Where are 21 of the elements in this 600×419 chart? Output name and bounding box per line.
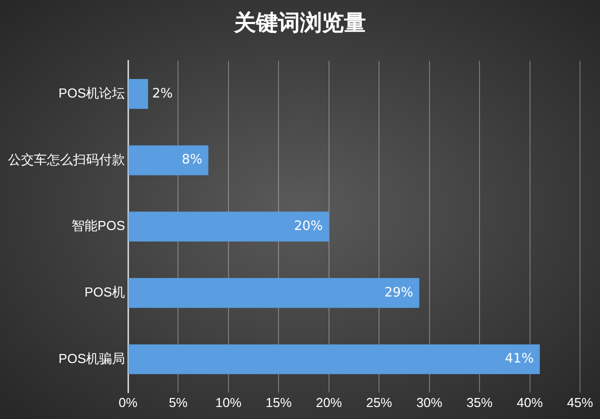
x-tick-label: 45% bbox=[566, 394, 594, 410]
y-tick-label: 公交车怎么扫码付款 bbox=[8, 152, 125, 167]
data-label: 8% bbox=[182, 152, 202, 168]
y-tick-label: POS机论坛 bbox=[58, 86, 125, 101]
x-tick-label: 20% bbox=[316, 394, 342, 410]
x-tick-label: 30% bbox=[416, 394, 443, 410]
x-tick-label: 5% bbox=[168, 394, 188, 410]
x-tick-label: 35% bbox=[466, 394, 493, 410]
data-label: 41% bbox=[504, 352, 534, 367]
x-tick-label: 40% bbox=[516, 394, 544, 410]
data-label: 2% bbox=[152, 86, 173, 102]
x-tick-label: 25% bbox=[366, 394, 393, 410]
data-label: 29% bbox=[384, 285, 414, 300]
data-label: 20% bbox=[294, 218, 323, 234]
chart-title: 关键词浏览量 bbox=[232, 9, 367, 38]
y-tick-label: 智能POS bbox=[72, 218, 126, 234]
x-tick-label: 0% bbox=[118, 394, 138, 410]
x-tick-label: 10% bbox=[215, 394, 242, 410]
x-tick-label: 15% bbox=[266, 394, 292, 410]
y-tick-label: POS机 bbox=[84, 284, 125, 300]
y-tick-label: POS机骗局 bbox=[58, 350, 125, 366]
